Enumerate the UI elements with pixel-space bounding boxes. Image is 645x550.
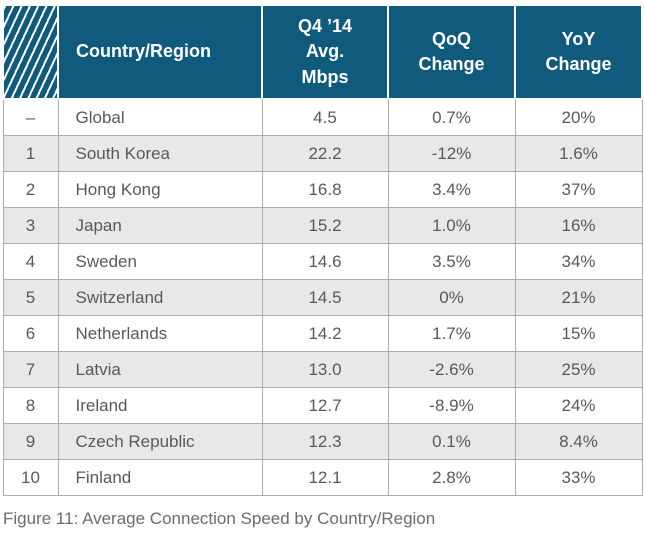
rank-cell: 6 bbox=[2, 315, 59, 352]
yoy-cell: 16% bbox=[514, 207, 643, 244]
yoy-cell: 24% bbox=[514, 387, 643, 424]
table-row-finland: 10 Finland 12.1 2.8% 33% bbox=[2, 459, 643, 496]
col-header-qoq-change: QoQ Change bbox=[387, 4, 516, 100]
country-cell: Latvia bbox=[57, 351, 263, 388]
yoy-cell: 21% bbox=[514, 279, 643, 316]
qoq-cell: 0.7% bbox=[387, 98, 516, 136]
yoy-cell: 15% bbox=[514, 315, 643, 352]
country-cell: Switzerland bbox=[57, 279, 263, 316]
mbps-cell: 12.3 bbox=[261, 423, 389, 460]
qoq-cell: -12% bbox=[387, 135, 516, 172]
mbps-cell: 16.8 bbox=[261, 171, 389, 208]
rank-cell: – bbox=[2, 98, 59, 136]
table-row-south-korea: 1 South Korea 22.2 -12% 1.6% bbox=[2, 135, 643, 172]
yoy-cell: 33% bbox=[514, 459, 643, 496]
country-cell: Finland bbox=[57, 459, 263, 496]
qoq-cell: 0.1% bbox=[387, 423, 516, 460]
mbps-cell: 12.7 bbox=[261, 387, 389, 424]
qoq-cell: 0% bbox=[387, 279, 516, 316]
rank-cell: 3 bbox=[2, 207, 59, 244]
mbps-cell: 12.1 bbox=[261, 459, 389, 496]
mbps-cell: 4.5 bbox=[261, 98, 389, 136]
yoy-cell: 25% bbox=[514, 351, 643, 388]
col-header-country-region: Country/Region bbox=[57, 4, 263, 100]
qoq-cell: 1.0% bbox=[387, 207, 516, 244]
country-cell: Netherlands bbox=[57, 315, 263, 352]
country-cell: Sweden bbox=[57, 243, 263, 280]
rank-cell: 2 bbox=[2, 171, 59, 208]
rank-cell: 1 bbox=[2, 135, 59, 172]
country-cell: South Korea bbox=[57, 135, 263, 172]
rank-cell: 9 bbox=[2, 423, 59, 460]
rank-cell: 4 bbox=[2, 243, 59, 280]
country-cell: Ireland bbox=[57, 387, 263, 424]
table-row-switzerland: 5 Switzerland 14.5 0% 21% bbox=[2, 279, 643, 316]
qoq-cell: 1.7% bbox=[387, 315, 516, 352]
table-row-sweden: 4 Sweden 14.6 3.5% 34% bbox=[2, 243, 643, 280]
yoy-cell: 1.6% bbox=[514, 135, 643, 172]
qoq-cell: 3.4% bbox=[387, 171, 516, 208]
yoy-cell: 34% bbox=[514, 243, 643, 280]
mbps-cell: 22.2 bbox=[261, 135, 389, 172]
rank-cell: 5 bbox=[2, 279, 59, 316]
table-row-czech-republic: 9 Czech Republic 12.3 0.1% 8.4% bbox=[2, 423, 643, 460]
rank-cell: 10 bbox=[2, 459, 59, 496]
col-header-yoy-change: YoY Change bbox=[514, 4, 643, 100]
rank-cell: 7 bbox=[2, 351, 59, 388]
diagonal-hatch-corner-cell bbox=[2, 4, 59, 100]
mbps-cell: 14.6 bbox=[261, 243, 389, 280]
country-cell: Japan bbox=[57, 207, 263, 244]
mbps-cell: 13.0 bbox=[261, 351, 389, 388]
yoy-cell: 20% bbox=[514, 98, 643, 136]
rank-cell: 8 bbox=[2, 387, 59, 424]
qoq-cell: 3.5% bbox=[387, 243, 516, 280]
table-row-japan: 3 Japan 15.2 1.0% 16% bbox=[2, 207, 643, 244]
country-cell: Czech Republic bbox=[57, 423, 263, 460]
table-row-netherlands: 6 Netherlands 14.2 1.7% 15% bbox=[2, 315, 643, 352]
figure-caption: Figure 11: Average Connection Speed by C… bbox=[3, 509, 436, 528]
table-row-hong-kong: 2 Hong Kong 16.8 3.4% 37% bbox=[2, 171, 643, 208]
table-header-row: Country/Region Q4 ’14 Avg. Mbps QoQ Chan… bbox=[2, 4, 643, 100]
qoq-cell: 2.8% bbox=[387, 459, 516, 496]
table-row-global: – Global 4.5 0.7% 20% bbox=[2, 98, 643, 136]
mbps-cell: 15.2 bbox=[261, 207, 389, 244]
country-cell: Hong Kong bbox=[57, 171, 263, 208]
yoy-cell: 37% bbox=[514, 171, 643, 208]
connection-speed-table: Country/Region Q4 ’14 Avg. Mbps QoQ Chan… bbox=[2, 4, 643, 496]
country-cell: Global bbox=[57, 98, 263, 136]
col-header-avg-mbps: Q4 ’14 Avg. Mbps bbox=[261, 4, 389, 100]
table-row-ireland: 8 Ireland 12.7 -8.9% 24% bbox=[2, 387, 643, 424]
mbps-cell: 14.2 bbox=[261, 315, 389, 352]
yoy-cell: 8.4% bbox=[514, 423, 643, 460]
qoq-cell: -8.9% bbox=[387, 387, 516, 424]
qoq-cell: -2.6% bbox=[387, 351, 516, 388]
table-row-latvia: 7 Latvia 13.0 -2.6% 25% bbox=[2, 351, 643, 388]
mbps-cell: 14.5 bbox=[261, 279, 389, 316]
